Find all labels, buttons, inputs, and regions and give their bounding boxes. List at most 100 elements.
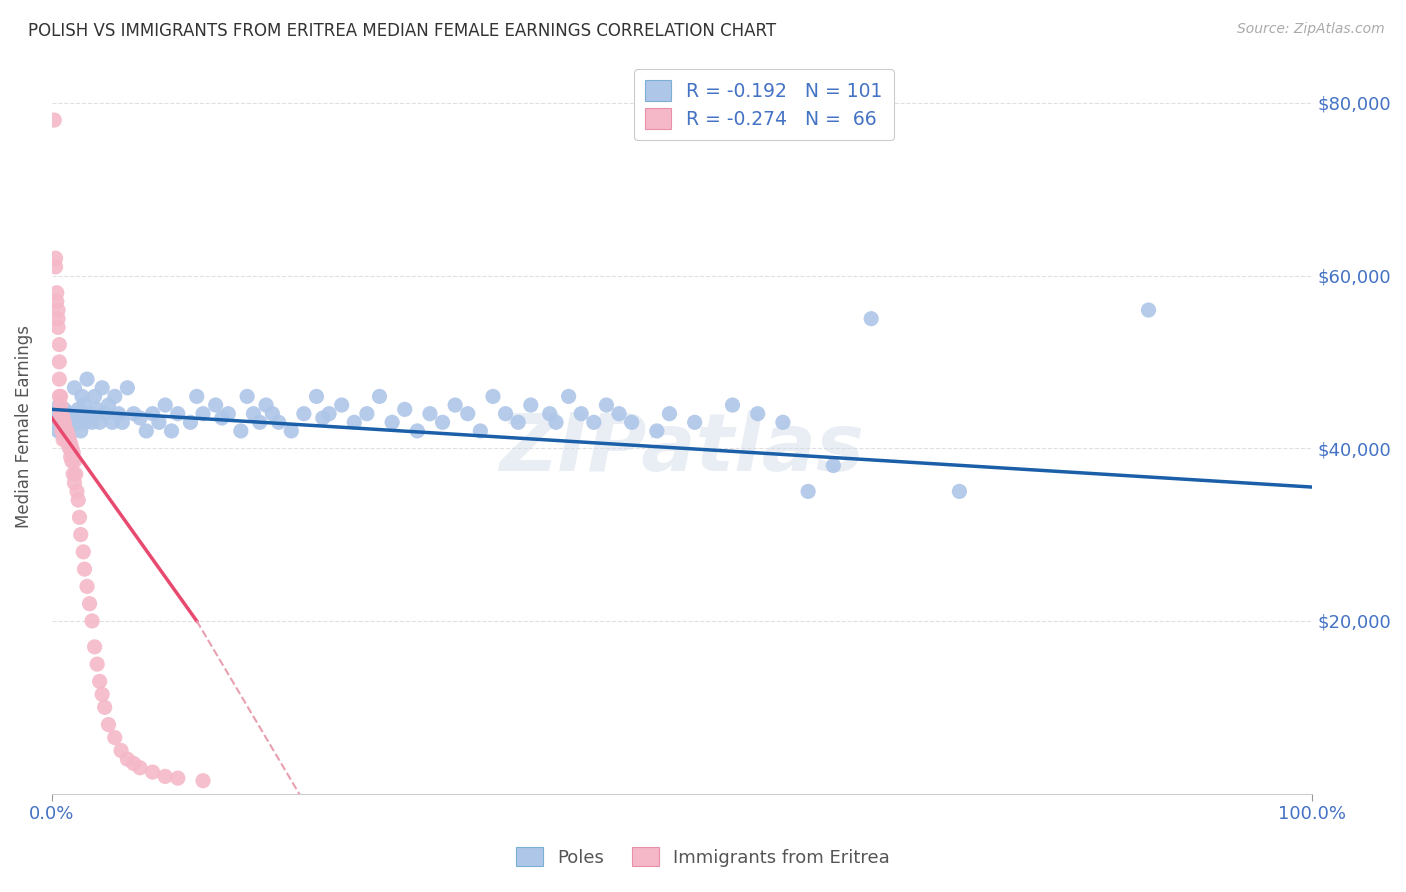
Text: ZIPatlas: ZIPatlas xyxy=(499,409,865,488)
Legend: Poles, Immigrants from Eritrea: Poles, Immigrants from Eritrea xyxy=(509,840,897,874)
Point xyxy=(948,484,970,499)
Point xyxy=(45,415,67,429)
Point xyxy=(75,415,97,429)
Point xyxy=(59,450,82,464)
Point xyxy=(45,294,67,309)
Point xyxy=(53,428,76,442)
Point xyxy=(44,407,66,421)
Point xyxy=(60,441,83,455)
Point xyxy=(482,389,505,403)
Point xyxy=(444,398,467,412)
Point xyxy=(66,484,89,499)
Point xyxy=(45,285,67,300)
Point xyxy=(160,424,183,438)
Point xyxy=(69,424,91,438)
Point xyxy=(65,467,87,482)
Point xyxy=(93,700,115,714)
Point xyxy=(1137,303,1160,318)
Point xyxy=(63,454,86,468)
Point xyxy=(211,411,233,425)
Point xyxy=(368,389,391,403)
Point xyxy=(645,424,668,438)
Point xyxy=(62,415,84,429)
Point xyxy=(101,415,124,429)
Point xyxy=(582,415,605,429)
Point xyxy=(204,398,226,412)
Point xyxy=(73,398,96,412)
Point xyxy=(46,424,69,438)
Point xyxy=(595,398,617,412)
Point xyxy=(62,467,84,482)
Point xyxy=(44,251,66,265)
Point xyxy=(56,433,79,447)
Point xyxy=(56,437,79,451)
Point xyxy=(80,614,103,628)
Point xyxy=(72,545,94,559)
Point xyxy=(48,389,70,403)
Point xyxy=(797,484,820,499)
Point xyxy=(508,415,530,429)
Point xyxy=(53,419,76,434)
Point xyxy=(70,389,93,403)
Point xyxy=(76,579,98,593)
Point xyxy=(155,398,177,412)
Point xyxy=(658,407,681,421)
Point xyxy=(69,415,91,429)
Point xyxy=(381,415,404,429)
Point xyxy=(419,407,441,421)
Point xyxy=(51,424,73,438)
Point xyxy=(110,743,132,757)
Point xyxy=(59,419,82,434)
Point xyxy=(569,407,592,421)
Point xyxy=(229,424,252,438)
Point xyxy=(186,389,208,403)
Point xyxy=(343,415,366,429)
Point xyxy=(55,433,77,447)
Point xyxy=(191,407,214,421)
Point xyxy=(520,398,543,412)
Point xyxy=(860,311,883,326)
Legend: R = -0.192   N = 101, R = -0.274   N =  66: R = -0.192 N = 101, R = -0.274 N = 66 xyxy=(634,69,894,140)
Point xyxy=(267,415,290,429)
Point xyxy=(620,415,643,429)
Point xyxy=(48,411,70,425)
Point xyxy=(58,441,80,455)
Point xyxy=(107,407,129,421)
Point xyxy=(49,389,72,403)
Point xyxy=(69,510,91,524)
Point xyxy=(66,415,89,429)
Point xyxy=(280,424,302,438)
Point xyxy=(67,493,90,508)
Point xyxy=(166,407,188,421)
Point xyxy=(97,398,120,412)
Point xyxy=(49,407,72,421)
Point xyxy=(52,424,75,438)
Point xyxy=(52,415,75,429)
Point xyxy=(44,113,66,128)
Point xyxy=(747,407,769,421)
Point xyxy=(56,424,79,438)
Point xyxy=(56,424,79,438)
Point xyxy=(83,389,105,403)
Point xyxy=(470,424,492,438)
Point xyxy=(262,407,284,421)
Point xyxy=(46,320,69,334)
Point xyxy=(249,415,271,429)
Point xyxy=(394,402,416,417)
Point xyxy=(49,398,72,412)
Point xyxy=(76,372,98,386)
Point xyxy=(55,415,77,429)
Point xyxy=(60,407,83,421)
Point xyxy=(135,424,157,438)
Point xyxy=(59,437,82,451)
Point xyxy=(557,389,579,403)
Point xyxy=(63,475,86,490)
Point xyxy=(46,311,69,326)
Point xyxy=(721,398,744,412)
Point xyxy=(406,424,429,438)
Point xyxy=(49,415,72,429)
Point xyxy=(432,415,454,429)
Point xyxy=(305,389,328,403)
Point xyxy=(93,407,115,421)
Point xyxy=(51,407,73,421)
